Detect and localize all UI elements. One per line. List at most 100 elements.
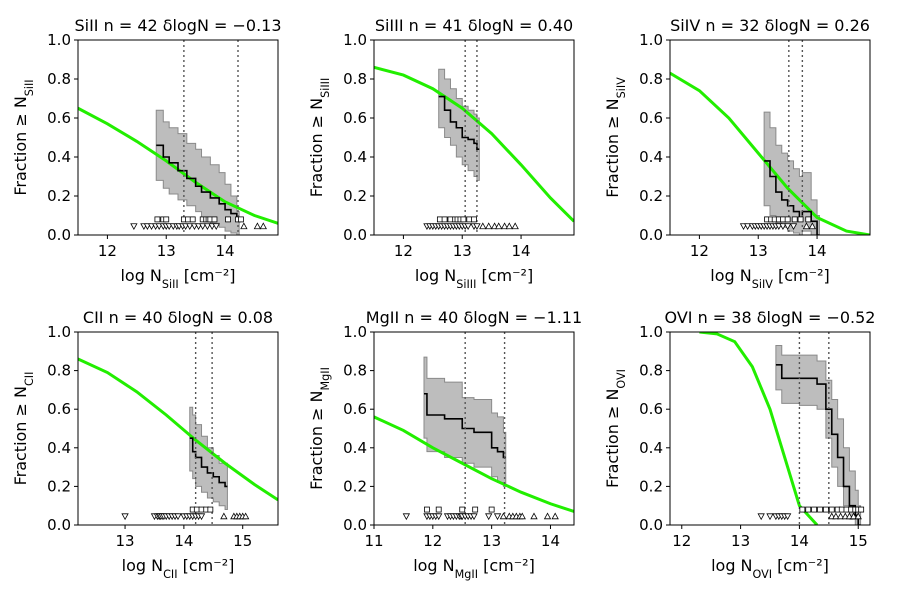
y-tick-label: 0.0 (639, 516, 663, 534)
lower-limit-marker (849, 512, 858, 520)
detection-marker (189, 216, 196, 223)
detection-marker (805, 506, 812, 513)
plot-area (374, 332, 574, 525)
lower-limit-marker (518, 512, 526, 520)
y-axis-label: Fraction ≥ NSiIV (603, 77, 628, 198)
y-tick-label: 0.0 (47, 516, 71, 534)
y-tick-label: 0.8 (639, 362, 663, 380)
x-tick-label: 12 (672, 532, 691, 550)
detection-marker (858, 506, 865, 513)
detection-marker (459, 506, 466, 513)
upper-limit-marker (203, 223, 212, 231)
y-tick-label: 0.8 (47, 70, 71, 88)
detection-marker (843, 506, 850, 513)
detection-marker (225, 216, 231, 223)
y-tick-label: 0.4 (639, 148, 663, 166)
upper-limit-marker (783, 223, 792, 231)
y-tick-label: 0.0 (343, 516, 367, 534)
x-tick-label: 14 (512, 242, 531, 260)
upper-limit-marker (402, 513, 411, 521)
upper-limit-marker (186, 223, 194, 231)
upper-limit-marker (473, 223, 481, 231)
median-step-line (156, 144, 240, 221)
lower-limit-marker (499, 512, 508, 520)
panel-mgii: 0.0 0.2 0.4 0.6 0.8 1.0 11 12 13 14 MgII n = 40 δl… (307, 308, 582, 581)
x-tick-label: 12 (98, 242, 117, 260)
model-line (78, 106, 278, 225)
upper-limit-marker (174, 513, 182, 521)
lower-limit-marker (485, 222, 493, 230)
panel-title: SiIII n = 41 δlogN = 0.40 (375, 16, 573, 35)
x-tick-label: 13 (116, 532, 135, 550)
detection-marker (784, 216, 791, 223)
lower-limit-marker (836, 512, 845, 520)
x-axis-label: log NSiIII [cm⁻²] (415, 266, 533, 291)
axes-frame (669, 39, 871, 236)
plot-area (699, 332, 865, 525)
y-tick-label: 0.6 (639, 109, 663, 127)
y-tick-label: 0.4 (639, 439, 663, 457)
x-tick-label: 14 (790, 532, 809, 550)
y-axis-label: Fraction ≥ NSiIII (307, 78, 332, 198)
y-tick-label: 0.6 (47, 400, 71, 418)
upper-limit-marker (199, 223, 207, 231)
y-tick-label: 0.8 (639, 70, 663, 88)
y-tick-label: 0.2 (639, 187, 663, 205)
y-tick-label: 0.6 (639, 400, 663, 418)
y-tick-label: 0.2 (47, 477, 71, 495)
y-tick-label: 0.2 (343, 477, 367, 495)
lower-limit-marker (808, 222, 817, 230)
detection-marker (447, 216, 454, 223)
median-step-line (438, 95, 480, 150)
x-tick-label: 11 (364, 532, 383, 550)
detection-marker (198, 506, 205, 513)
x-tick-label: 12 (423, 532, 442, 550)
panel-siiii: 0.0 0.2 0.4 0.6 0.8 1.0 12 13 14 SiIII n = 41 δlo… (307, 16, 575, 291)
plot-area (78, 332, 278, 525)
panel-title: CII n = 40 δlogN = 0.08 (83, 308, 273, 327)
lower-limit-marker (240, 222, 248, 230)
lower-limit-marker (241, 512, 250, 520)
lower-limit-marker (259, 222, 267, 230)
detection-marker (488, 506, 495, 513)
detection-marker (805, 216, 812, 223)
y-tick-label: 0.8 (47, 362, 71, 380)
y-tick-label: 1.0 (639, 323, 663, 341)
detection-marker (185, 216, 191, 223)
axes-frame (77, 331, 279, 526)
x-tick-label: 14 (541, 532, 560, 550)
lower-limit-marker (551, 512, 559, 520)
upper-limit-marker (212, 223, 220, 231)
x-tick-label: 12 (394, 242, 413, 260)
median-step-line (189, 437, 228, 488)
y-tick-label: 0.6 (47, 109, 71, 127)
x-axis-label: log NCII [cm⁻²] (122, 556, 235, 581)
upper-limit-marker (197, 513, 206, 521)
y-axis-label: Fraction ≥ NCII (11, 372, 36, 486)
detection-marker (154, 216, 161, 223)
x-tick-label: 13 (749, 242, 768, 260)
x-tick-label: 15 (849, 532, 868, 550)
plot-area (670, 40, 870, 235)
detection-marker (791, 216, 798, 223)
panel-title: SiII n = 42 δlogN = −0.13 (74, 16, 281, 35)
confidence-band (155, 109, 240, 235)
x-tick-label: 15 (233, 532, 252, 550)
detection-marker (238, 216, 244, 223)
y-tick-label: 1.0 (343, 31, 367, 49)
detection-marker (811, 506, 818, 513)
y-tick-label: 1.0 (47, 31, 71, 49)
detection-marker (466, 216, 473, 223)
lower-limit-marker (832, 512, 840, 520)
panel-cii: 0.0 0.2 0.4 0.6 0.8 1.0 13 14 15 CII n = 40 δlogN… (11, 308, 279, 581)
detection-marker (424, 506, 430, 513)
model-line (699, 332, 819, 525)
panel-ovi: 0.0 0.2 0.4 0.6 0.8 1.0 12 13 14 15 OVI n = 38 δlo… (603, 308, 875, 581)
detection-marker (163, 216, 170, 223)
upper-limit-marker (783, 513, 792, 521)
model-line (78, 357, 278, 502)
axes-frame (373, 331, 575, 526)
y-tick-label: 1.0 (343, 323, 367, 341)
lower-limit-marker (495, 222, 503, 230)
panel-title: OVI n = 38 δlogN = −0.52 (665, 308, 876, 327)
